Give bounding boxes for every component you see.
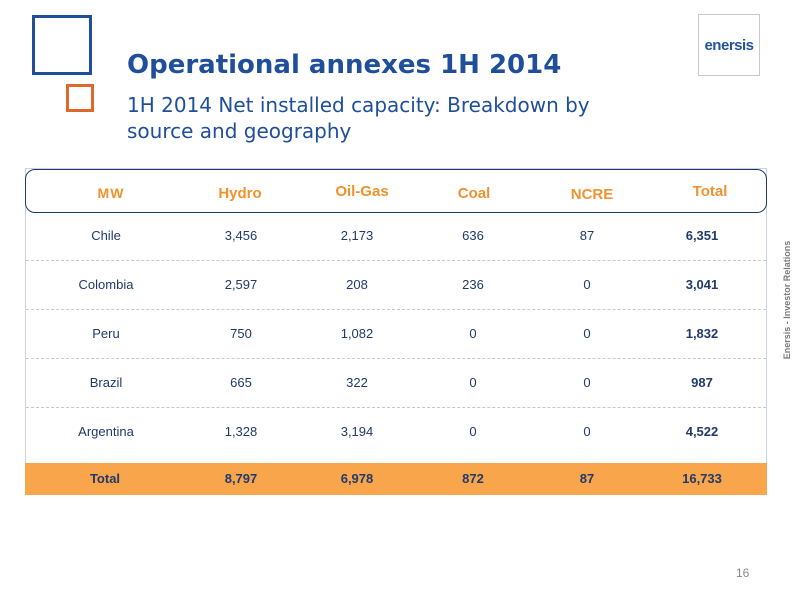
table-row: Chile 3,456 2,173 636 87 6,351 [26, 211, 766, 261]
page-subtitle: 1H 2014 Net installed capacity: Breakdow… [127, 93, 590, 143]
total-coal: 872 [462, 471, 484, 486]
table-header: MW Hydro Oil-Gas Coal NCRE Total [25, 169, 767, 213]
cell-oil-gas: 208 [346, 277, 368, 292]
table-row: Peru 750 1,082 0 0 1,832 [26, 309, 766, 359]
header-ncre: NCRE [570, 186, 614, 203]
total-ncre: 87 [579, 471, 595, 486]
total-label: Total [89, 471, 121, 486]
cell-ncre: 0 [583, 277, 591, 292]
cell-hydro: 750 [230, 326, 252, 341]
cell-hydro: 665 [230, 375, 252, 390]
decorative-square-large [32, 15, 92, 75]
cell-country: Brazil [89, 375, 123, 390]
side-label: Enersis - Investor Relations [782, 240, 792, 360]
decorative-square-small [66, 84, 94, 112]
total-hydro: 8,797 [224, 471, 258, 486]
cell-total: 3,041 [685, 277, 719, 292]
cell-ncre: 0 [583, 375, 591, 390]
logo-text: enersis [704, 36, 754, 54]
cell-hydro: 3,456 [224, 228, 258, 243]
table-row: Argentina 1,328 3,194 0 0 4,522 [26, 407, 766, 456]
table-row: Brazil 665 322 0 0 987 [26, 358, 766, 408]
table-row: Colombia 2,597 208 236 0 3,041 [26, 260, 766, 310]
capacity-table: MW Hydro Oil-Gas Coal NCRE Total Chile 3… [25, 168, 767, 495]
cell-country: Chile [91, 228, 121, 243]
cell-oil-gas: 3,194 [340, 424, 374, 439]
cell-coal: 636 [462, 228, 484, 243]
cell-total: 1,832 [685, 326, 719, 341]
cell-oil-gas: 1,082 [340, 326, 374, 341]
page-number: 16 [736, 566, 750, 580]
cell-oil-gas: 2,173 [340, 228, 374, 243]
cell-ncre: 87 [579, 228, 595, 243]
cell-country: Argentina [78, 424, 134, 439]
cell-coal: 0 [469, 424, 477, 439]
enersis-logo: enersis [698, 14, 760, 76]
cell-total: 6,351 [685, 228, 719, 243]
cell-oil-gas: 322 [346, 375, 368, 390]
header-total: Total [692, 183, 728, 200]
cell-hydro: 2,597 [224, 277, 258, 292]
cell-country: Colombia [78, 277, 134, 292]
cell-country: Peru [92, 326, 120, 341]
total-oil-gas: 6,978 [340, 471, 374, 486]
header-coal: Coal [457, 185, 491, 202]
cell-hydro: 1,328 [224, 424, 258, 439]
cell-ncre: 0 [583, 326, 591, 341]
cell-ncre: 0 [583, 424, 591, 439]
header-hydro: Hydro [218, 185, 262, 202]
cell-coal: 0 [469, 326, 477, 341]
table-total-row: Total 8,797 6,978 872 87 16,733 [25, 463, 767, 495]
total-total: 16,733 [682, 471, 722, 486]
header-oil-gas: Oil-Gas [335, 183, 389, 200]
cell-coal: 236 [462, 277, 484, 292]
header-mw: MW [97, 185, 125, 201]
cell-total: 987 [691, 375, 713, 390]
cell-coal: 0 [469, 375, 477, 390]
cell-total: 4,522 [685, 424, 719, 439]
page-title: Operational annexes 1H 2014 [127, 50, 562, 80]
